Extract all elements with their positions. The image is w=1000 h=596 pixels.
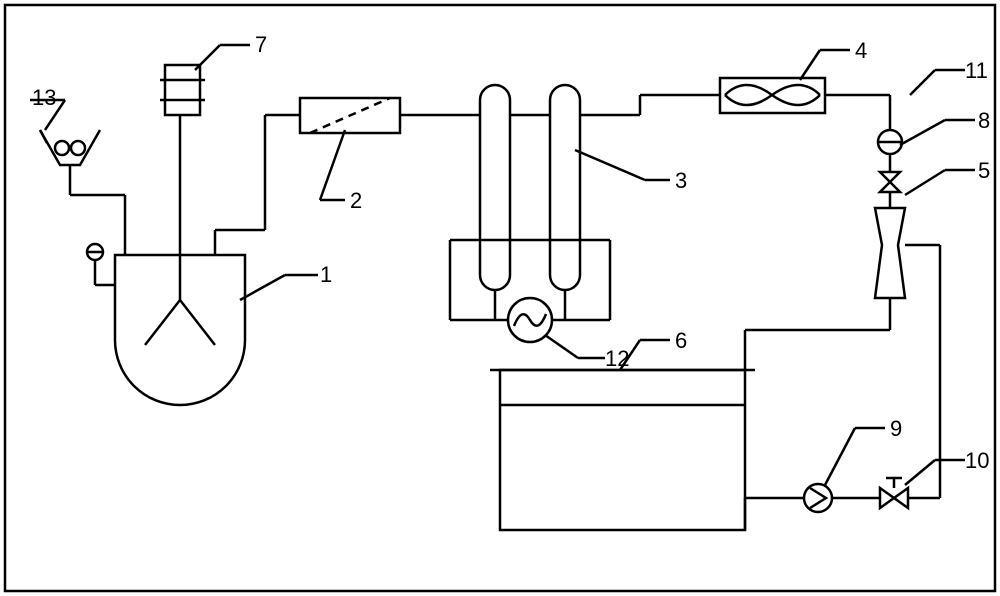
label-8: 8: [978, 108, 990, 134]
process-diagram: [0, 0, 1000, 596]
label-9: 9: [890, 416, 902, 442]
label-6: 6: [675, 328, 687, 354]
label-3: 3: [675, 168, 687, 194]
label-10: 10: [965, 448, 989, 474]
label-1: 1: [320, 262, 332, 288]
label-12: 12: [605, 346, 629, 372]
label-5: 5: [978, 158, 990, 184]
label-7: 7: [255, 32, 267, 58]
label-4: 4: [855, 38, 867, 64]
label-13: 13: [32, 85, 56, 111]
label-2: 2: [350, 188, 362, 214]
label-11: 11: [965, 58, 988, 84]
